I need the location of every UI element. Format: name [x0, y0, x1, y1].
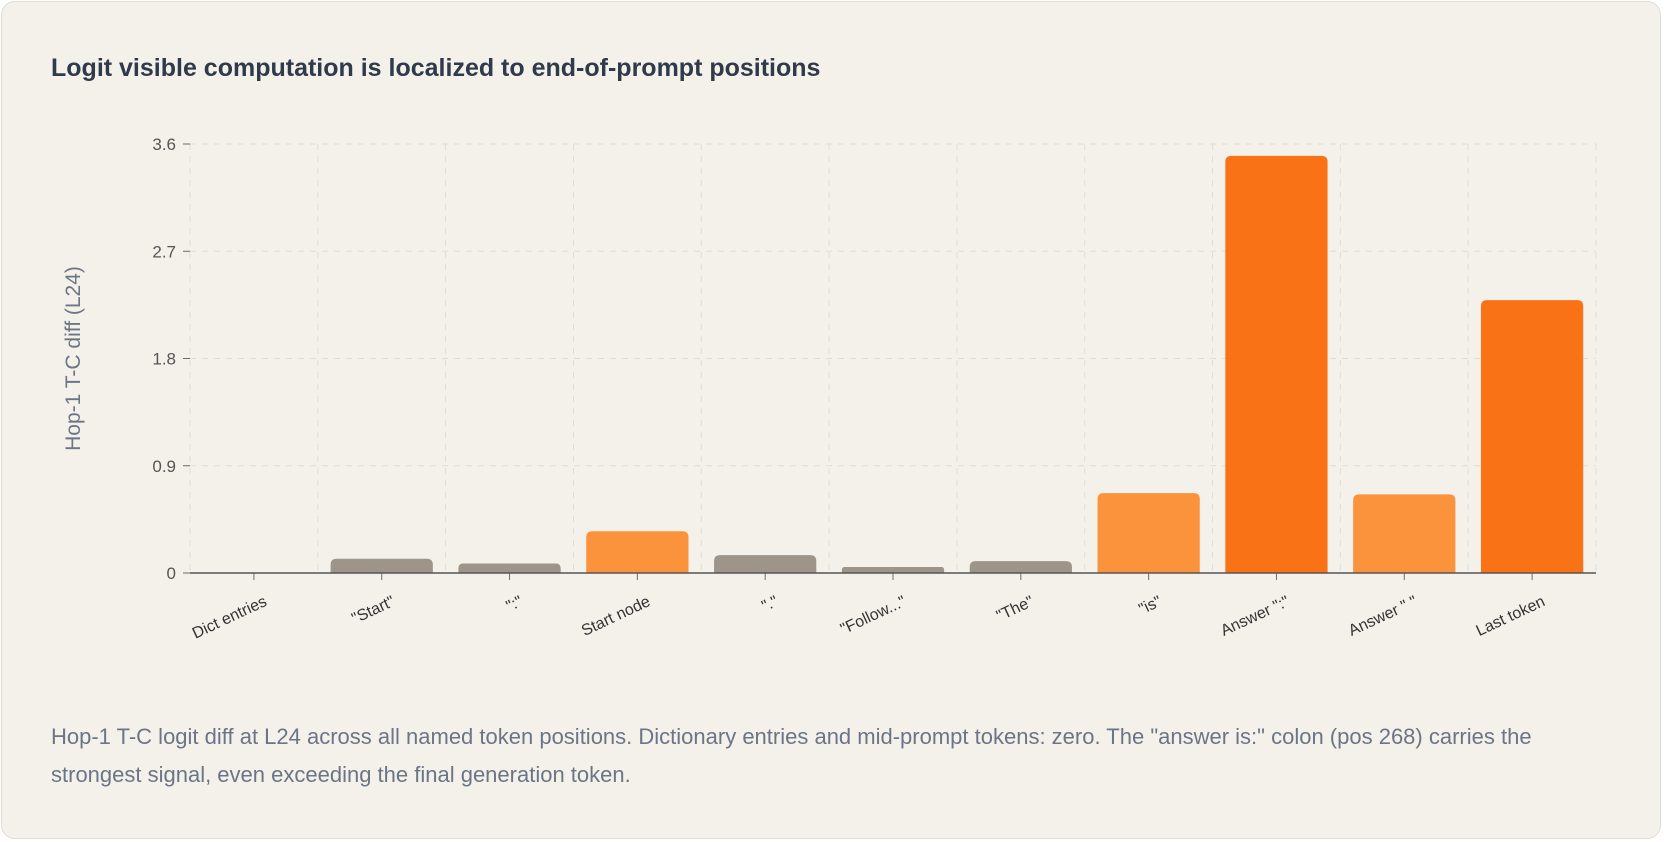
bar	[458, 563, 561, 573]
x-tick-label: "The"	[994, 593, 1036, 625]
y-tick-label: 0	[167, 564, 176, 583]
chart-title: Logit visible computation is localized t…	[51, 54, 821, 82]
bar	[1097, 493, 1200, 573]
bar	[969, 561, 1072, 573]
x-tick-label: Answer ":"	[1218, 593, 1292, 640]
y-axis-label: Hop-1 T-C diff (L24)	[62, 266, 85, 451]
x-tick-label: "Start"	[349, 593, 397, 627]
y-tick-label: 3.6	[152, 135, 176, 154]
bars	[330, 155, 1584, 573]
x-tick-label: "is"	[1136, 593, 1164, 618]
x-tick-label: Answer " "	[1346, 593, 1420, 640]
bar	[714, 555, 817, 573]
x-tick-label: Last token	[1474, 593, 1548, 640]
x-tick-label: Start node	[579, 593, 653, 640]
bar	[1225, 155, 1328, 573]
bar	[1353, 494, 1456, 573]
y-axis-ticks: 0 0.9 1.8 2.7 3.6	[152, 135, 190, 583]
y-tick-label: 2.7	[152, 242, 176, 261]
bar	[841, 567, 945, 573]
bar	[1480, 300, 1584, 573]
x-tick-label: "Follow..."	[838, 593, 909, 638]
bar	[330, 558, 433, 573]
bar	[586, 531, 689, 573]
x-axis-labels: Dict entries "Start" ":" Start node "." "Foll…	[190, 573, 1548, 642]
x-tick-label: Dict entries	[190, 593, 270, 642]
x-tick-label: ":"	[504, 593, 526, 615]
chart-caption: Hop-1 T-C logit diff at L24 across all n…	[51, 724, 1532, 787]
x-tick-label: "."	[759, 593, 781, 615]
bar-chart: 0 0.9 1.8 2.7 3.6 Dict entries "Start" ":" Star…	[62, 135, 1597, 642]
y-tick-label: 0.9	[152, 457, 176, 476]
y-tick-label: 1.8	[152, 350, 176, 369]
